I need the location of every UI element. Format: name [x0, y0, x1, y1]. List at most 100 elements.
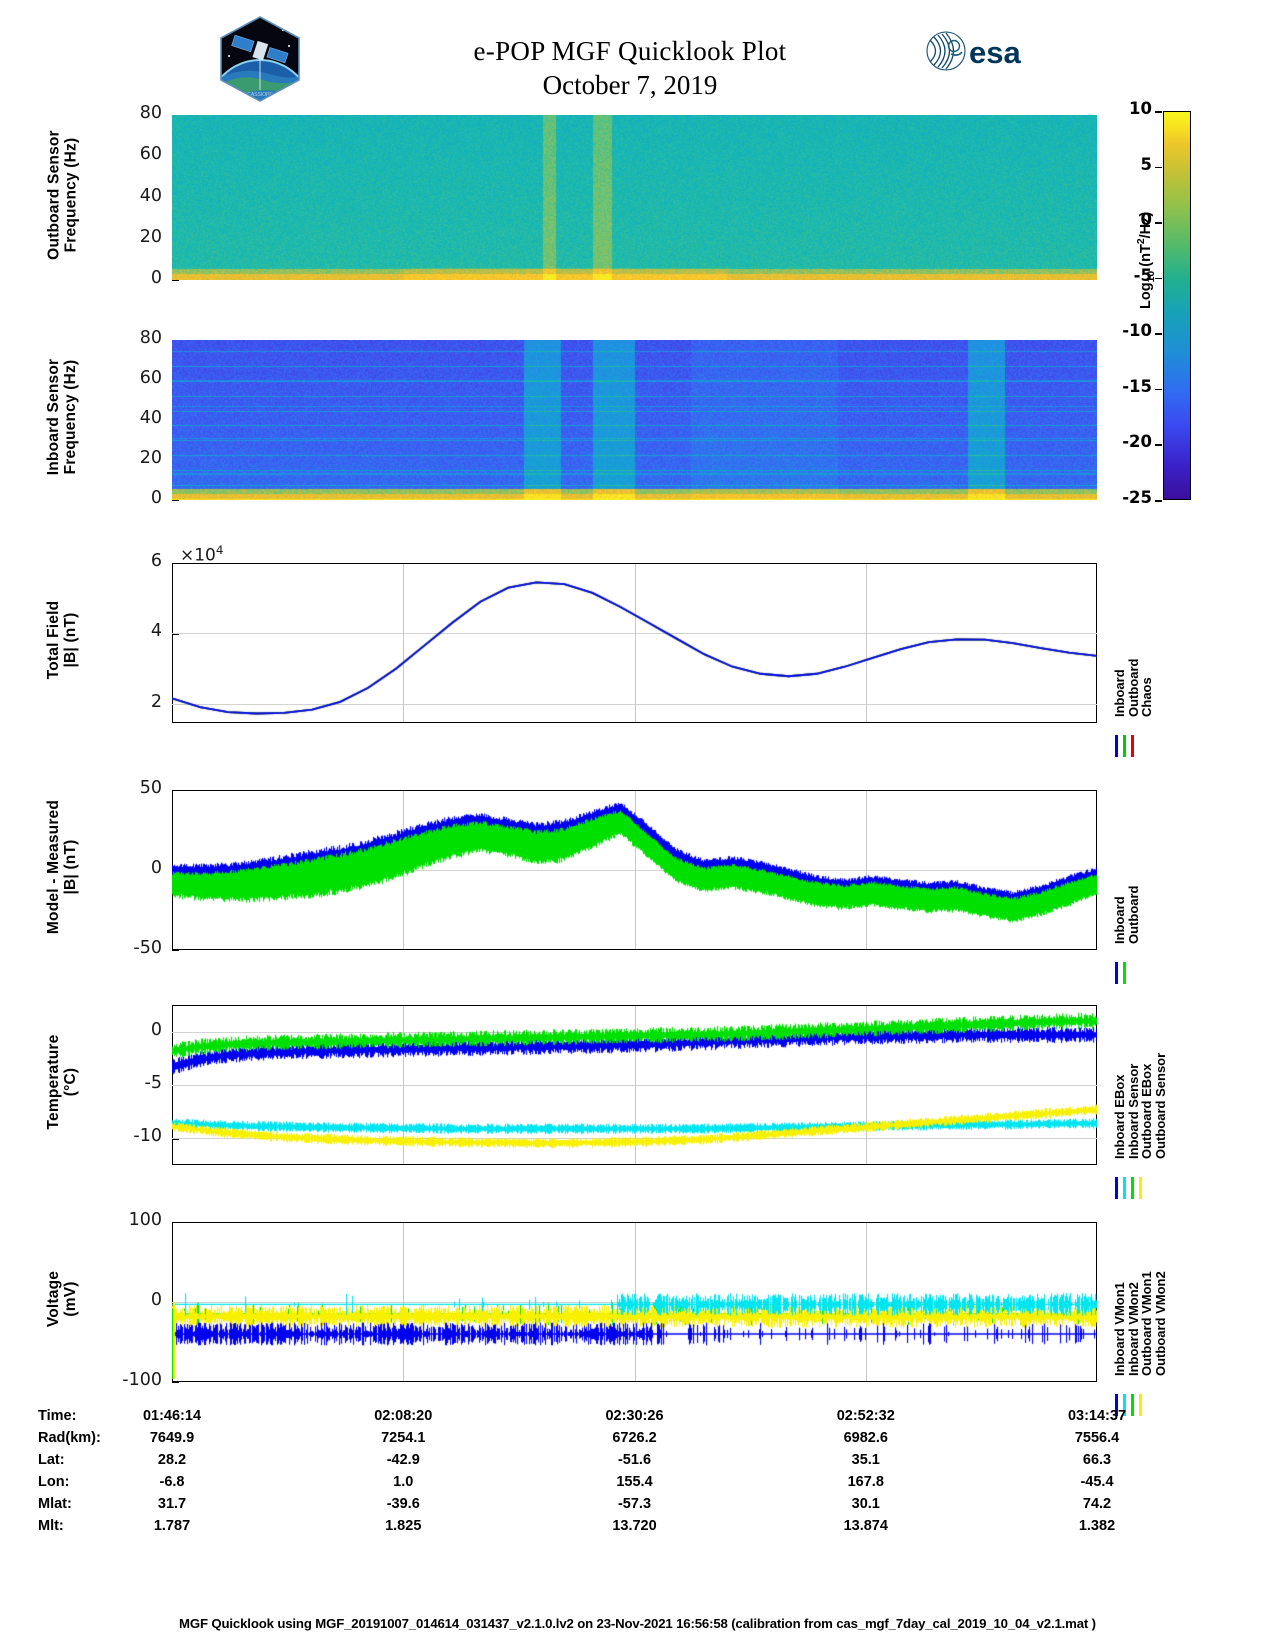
legend-model-minus-measured: Inboard Outboard: [1112, 885, 1141, 945]
y-tick-label: 0: [150, 858, 162, 878]
esa-logo-icon: esa: [926, 31, 1021, 71]
legend-swatch: [1139, 1394, 1142, 1416]
table-cell: 03:14:37: [1067, 1408, 1127, 1424]
table-row: Mlat: 31.7 -39.6 -57.3 30.1 74.2: [0, 1496, 1275, 1518]
colorbar-tick-mark: [1155, 222, 1162, 224]
y-tick-label: 50: [139, 778, 162, 798]
y-tick-label: 0: [150, 488, 162, 508]
y-axis-label-voltage: Voltage (mV): [45, 1270, 79, 1328]
colorbar-tick-mark: [1155, 277, 1162, 280]
table-cell: 30.1: [851, 1496, 880, 1512]
y-tick-mark: [172, 1382, 179, 1384]
table-row: Rad(km): 7649.9 7254.1 6726.2 6982.6 7556.4: [0, 1430, 1275, 1452]
plot-canvas-voltage: [172, 1222, 1097, 1382]
table-cell: 31.7: [157, 1496, 187, 1512]
table-cell: 66.3: [1082, 1452, 1112, 1468]
table-row-label: Lat:: [38, 1452, 65, 1468]
colorbar-tick-mark: [1155, 500, 1162, 502]
table-row: Lon: -6.8 1.0 155.4 167.8 -45.4: [0, 1474, 1275, 1496]
y-tick-label: 40: [139, 185, 162, 206]
y-tick-mark: [172, 950, 179, 952]
table-cell: 7556.4: [1074, 1430, 1120, 1446]
table-row: Lat: 28.2 -42.9 -51.6 35.1 66.3: [0, 1452, 1275, 1474]
legend-entry: Outboard VMon2: [1152, 1271, 1168, 1376]
colorbar-label-base: Log: [1138, 282, 1155, 309]
y-tick-label: 100: [128, 1210, 162, 1230]
y-tick-label: -100: [122, 1370, 162, 1390]
y-tick-label: 0: [150, 268, 162, 288]
title-main-text: e-POP MGF Quicklook Plot: [473, 36, 787, 66]
y-tick-label: 60: [139, 144, 162, 165]
table-cell: 6982.6: [843, 1430, 888, 1446]
legend-swatch: [1131, 1177, 1134, 1199]
legend-swatch: [1131, 735, 1134, 757]
table-row-label: Mlt:: [38, 1518, 64, 1534]
legend-total-field: Inboard Outboard Chaos: [1112, 659, 1155, 718]
legend-swatch: [1115, 1394, 1118, 1416]
table-cell: 6726.2: [612, 1430, 657, 1446]
table-cell: 35.1: [851, 1452, 880, 1468]
table-cell: 167.8: [847, 1474, 884, 1490]
colorbar-tick-mark: [1155, 111, 1162, 113]
page-header: CASSIOPE e-POP MGF Quicklook Plot Octobe…: [0, 0, 1275, 110]
colorbar-tick-label: -25: [1122, 488, 1152, 507]
table-cell: -45.4: [1080, 1474, 1114, 1490]
panel-inboard-spectrogram: Inboard Sensor Frequency (Hz) 80 60 40 20 0: [0, 328, 1275, 508]
y-axis-label-inboard-spectrogram: Inboard Sensor Frequency (Hz): [45, 358, 79, 476]
table-cell: 74.2: [1082, 1496, 1112, 1512]
title-sub-text: October 7, 2019: [542, 70, 718, 100]
y-tick-label: 0: [150, 1290, 162, 1310]
colorbar-tick-mark: [1155, 333, 1162, 335]
colorbar-tick-label: 0: [1140, 210, 1152, 230]
panel-voltage: Voltage (mV) 100 0 -100 Inboard VMon1 Inboard…: [0, 1210, 1275, 1416]
legend-swatch: [1123, 735, 1126, 757]
colorbar-tick-label: -10: [1122, 321, 1152, 341]
table-cell: 02:08:20: [374, 1408, 433, 1424]
y-tick-label: -10: [133, 1126, 162, 1147]
legend-entry: Outboard: [1125, 885, 1141, 945]
y-tick-label: 2: [150, 691, 162, 712]
colorbar: [1163, 111, 1191, 500]
legend-swatch: [1115, 962, 1118, 984]
y-axis-label-outboard-spectrogram: Outboard Sensor Frequency (Hz): [45, 129, 79, 260]
y-tick-label: 0: [150, 1019, 162, 1040]
panel-total-field: Total Field |B| (nT) 6 4 2 ×104 Inboard Outboa…: [0, 543, 1275, 757]
legend-swatch: [1123, 1177, 1126, 1199]
table-cell: 13.874: [843, 1518, 888, 1534]
colorbar-tick-label: 5: [1140, 154, 1152, 174]
y-axis-label-temperature: Temperature (°C): [45, 1034, 79, 1130]
svg-text:CASSIOPE: CASSIOPE: [247, 92, 273, 98]
table-cell: 28.2: [157, 1452, 187, 1468]
legend-swatch: [1123, 1394, 1126, 1416]
table-cell: -6.8: [159, 1474, 185, 1490]
y-axis-exponent: ×104: [180, 543, 224, 566]
y-tick-label: 6: [150, 551, 162, 571]
y-tick-label: 60: [139, 368, 162, 388]
table-cell: 7254.1: [381, 1430, 426, 1446]
table-cell: 1.787: [153, 1518, 191, 1534]
table-cell: -57.3: [617, 1496, 652, 1512]
y-tick-label: 20: [139, 448, 162, 468]
y-tick-label: 4: [150, 621, 162, 642]
table-cell: 1.0: [393, 1474, 414, 1490]
table-cell: -51.6: [617, 1452, 652, 1468]
y-tick-label: -50: [133, 938, 162, 958]
colorbar-tick-label: 10: [1129, 99, 1152, 118]
plot-canvas-model-minus-measured: [172, 790, 1097, 950]
legend-temperature: Inboard EBox Inboard Sensor Outboard EBox O…: [1112, 1053, 1168, 1159]
table-cell: 01:46:14: [142, 1408, 202, 1424]
legend-swatch: [1115, 1177, 1118, 1199]
plot-canvas-total-field: [172, 563, 1097, 723]
colorbar-tick-label: -20: [1122, 432, 1152, 452]
cassiope-mission-patch-icon: CASSIOPE: [220, 16, 300, 102]
y-tick-label: 20: [139, 226, 162, 247]
table-cell: 155.4: [616, 1474, 653, 1490]
y-tick-label: 40: [139, 408, 162, 428]
table-row-label: Mlat:: [38, 1496, 72, 1512]
table-cell: -39.6: [386, 1496, 420, 1512]
table-cell: 02:52:32: [836, 1408, 895, 1424]
table-row: Mlt: 1.787 1.825 13.720 13.874 1.382: [0, 1518, 1275, 1540]
legend-entry: Chaos: [1139, 677, 1155, 717]
legend-swatch: [1115, 735, 1118, 757]
legend-color-keys: [1115, 735, 1134, 757]
